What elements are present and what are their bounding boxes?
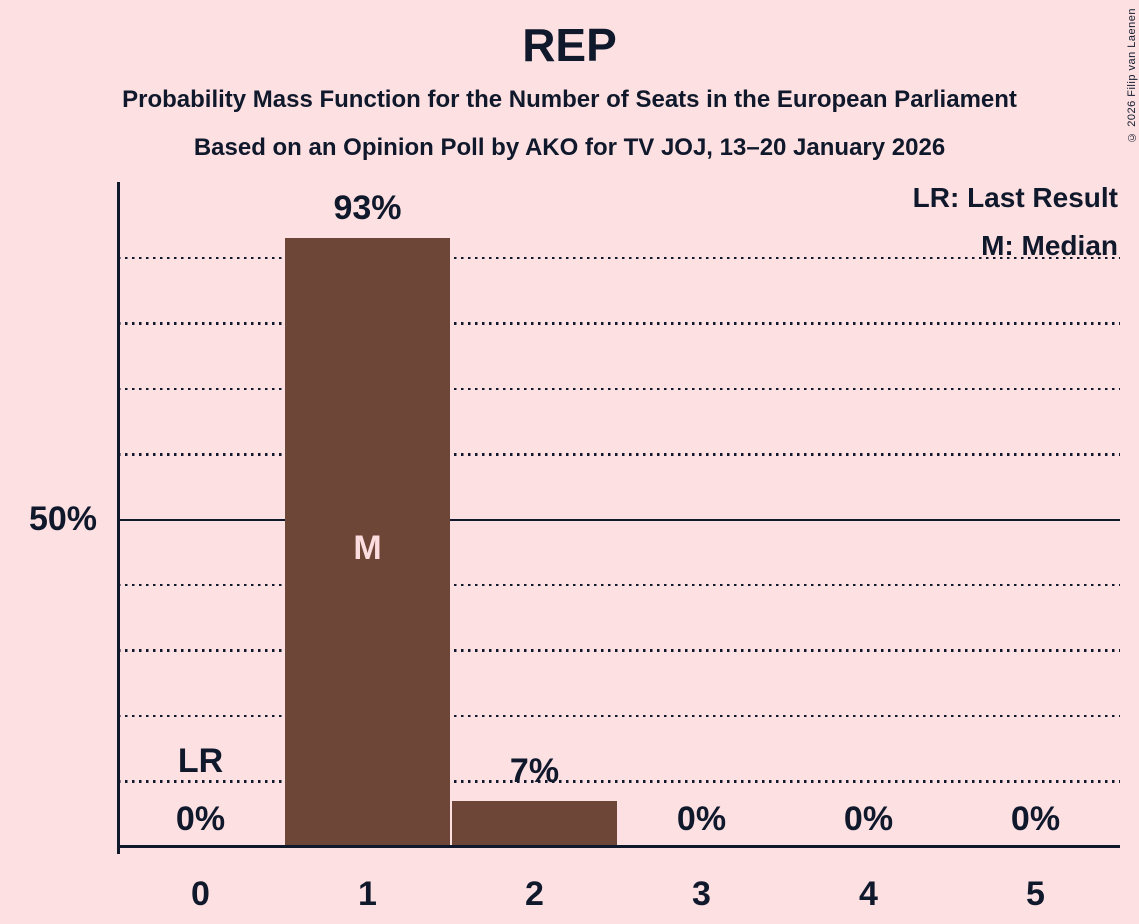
- y-axis: [117, 182, 120, 854]
- legend-last-result: LR: Last Result: [912, 182, 1118, 213]
- copyright-text: © 2026 Filip van Laenen: [1126, 8, 1138, 143]
- bar-seats-1: [285, 238, 450, 847]
- gridline-20pct: [118, 714, 1120, 718]
- value-label-seats-3: 0%: [676, 800, 727, 838]
- x-tick-label-0: 0: [191, 875, 210, 913]
- gridline-30pct: [118, 649, 1120, 652]
- value-label-seats-4: 0%: [843, 800, 894, 838]
- value-label-seats-0: 0%: [175, 800, 226, 838]
- gridline-60pct: [118, 453, 1120, 456]
- gridline-90pct: [118, 256, 1120, 260]
- gridline-50pct-solid: [118, 518, 1120, 521]
- x-tick-label-4: 4: [859, 875, 878, 913]
- legend-median: M: Median: [981, 230, 1118, 261]
- bar-seats-2: [452, 801, 617, 847]
- x-tick-label-5: 5: [1026, 875, 1045, 913]
- x-tick-label-3: 3: [692, 875, 711, 913]
- x-axis: [117, 845, 1120, 848]
- gridline-70pct: [118, 387, 1120, 391]
- x-tick-label-1: 1: [358, 875, 377, 913]
- y-axis-label-50pct: 50%: [28, 500, 98, 538]
- chart-subtitle-line-2: Based on an Opinion Poll by AKO for TV J…: [193, 134, 946, 161]
- value-label-seats-1: 93%: [333, 189, 402, 228]
- chart-subtitle-line-1: Probability Mass Function for the Number…: [122, 86, 1017, 113]
- median-marker: M: [353, 529, 382, 567]
- gridline-10pct: [118, 780, 1120, 783]
- gridline-80pct: [118, 322, 1120, 325]
- value-label-seats-5: 0%: [1010, 800, 1061, 838]
- chart-title: REP: [522, 19, 617, 71]
- gridline-40pct: [118, 583, 1120, 587]
- x-tick-label-2: 2: [525, 875, 544, 913]
- value-label-seats-2: 7%: [509, 752, 560, 791]
- last-result-marker: LR: [177, 742, 224, 780]
